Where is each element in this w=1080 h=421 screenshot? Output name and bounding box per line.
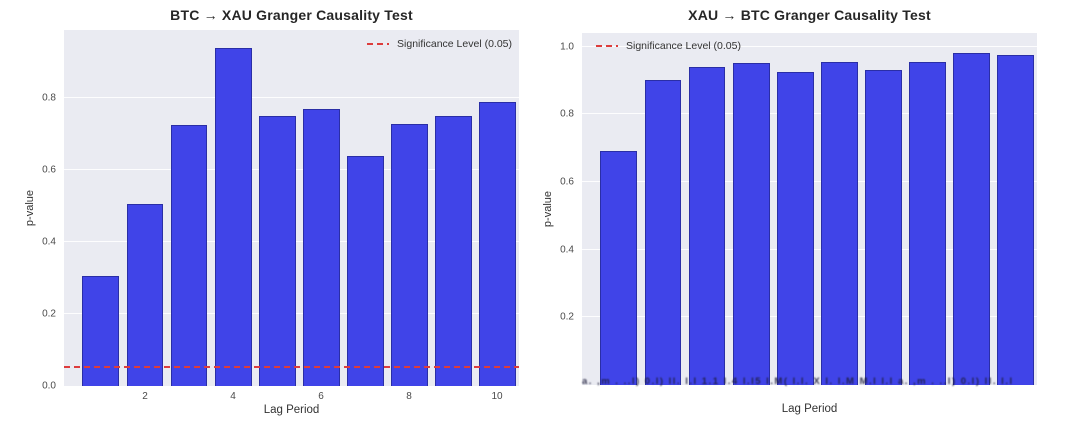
x-tick-label: 4 bbox=[230, 391, 236, 402]
y-axis-label: p-value bbox=[542, 190, 554, 228]
y-tick-label: 0.8 bbox=[42, 92, 56, 104]
y-tick-label: 0.4 bbox=[42, 236, 56, 248]
y-tick-label: 0.4 bbox=[560, 244, 574, 256]
bar-lag-9 bbox=[434, 116, 472, 386]
significance-line bbox=[64, 366, 519, 369]
bar-lag-6 bbox=[820, 61, 858, 385]
chart-title: XAU → BTC Granger Causality Test bbox=[688, 7, 931, 23]
bar-lag-7 bbox=[346, 155, 384, 386]
dashed-line-swatch bbox=[367, 43, 390, 45]
chart-title: BTC → XAU Granger Causality Test bbox=[170, 7, 413, 23]
y-tick-label: 0.2 bbox=[560, 311, 574, 323]
y-tick-label: 0.6 bbox=[560, 176, 574, 188]
bar-lag-8 bbox=[390, 123, 428, 386]
bar-lag-4 bbox=[214, 47, 252, 386]
y-tick-label: 0.2 bbox=[42, 308, 56, 320]
bar-lag-7 bbox=[864, 70, 902, 385]
bar-lag-5 bbox=[776, 71, 814, 385]
bar-lag-4 bbox=[732, 63, 770, 385]
x-axis-label: Lag Period bbox=[781, 403, 838, 415]
bar-lag-3 bbox=[688, 66, 726, 385]
bar-lag-8 bbox=[908, 61, 946, 385]
chart-panel-xau-to-btc: XAU → BTC Granger Causality Test p-value… bbox=[540, 0, 1080, 421]
dashed-line-swatch bbox=[596, 45, 618, 47]
bar-lag-3 bbox=[170, 125, 208, 386]
legend: Significance Level (0.05) bbox=[596, 40, 741, 52]
legend-label: Significance Level (0.05) bbox=[397, 38, 512, 50]
x-tick-label: 8 bbox=[406, 391, 412, 402]
bar-lag-2 bbox=[126, 204, 164, 386]
y-tick-label: 0.0 bbox=[42, 380, 56, 392]
bar-lag-9 bbox=[952, 53, 990, 385]
y-tick-label: 0.8 bbox=[560, 108, 574, 120]
legend-label: Significance Level (0.05) bbox=[626, 40, 741, 52]
x-tick-label: 2 bbox=[142, 391, 148, 402]
legend: Significance Level (0.05) bbox=[367, 38, 512, 50]
x-tick-label: 6 bbox=[318, 391, 324, 402]
x-tick-label: 10 bbox=[491, 391, 503, 402]
bar-lag-1 bbox=[82, 276, 120, 386]
bar-lag-1 bbox=[600, 151, 638, 385]
plot-area: p-value Lag Period Significance Level (0… bbox=[24, 30, 519, 416]
chart-panel-btc-to-xau: BTC → XAU Granger Causality Test p-value… bbox=[24, 7, 519, 416]
y-axis-label: p-value bbox=[24, 189, 36, 227]
gridline bbox=[64, 97, 519, 99]
bar-lag-5 bbox=[258, 116, 296, 386]
x-axis-label: Lag Period bbox=[263, 404, 320, 416]
y-tick-label: 0.6 bbox=[42, 164, 56, 176]
bar-lag-2 bbox=[644, 80, 682, 385]
bar-lag-10 bbox=[478, 101, 516, 386]
gridline bbox=[582, 45, 1037, 47]
y-tick-label: 1.0 bbox=[560, 41, 574, 53]
bar-lag-10 bbox=[996, 55, 1034, 385]
bar-lag-6 bbox=[302, 109, 340, 386]
compression-artifact-text: a. ,m . ..l) 0.l) ll. l.l 1.1 l.4 l.l5 l… bbox=[582, 376, 1014, 387]
plot-area: p-value Lag Period Significance Level (0… bbox=[542, 33, 1037, 415]
